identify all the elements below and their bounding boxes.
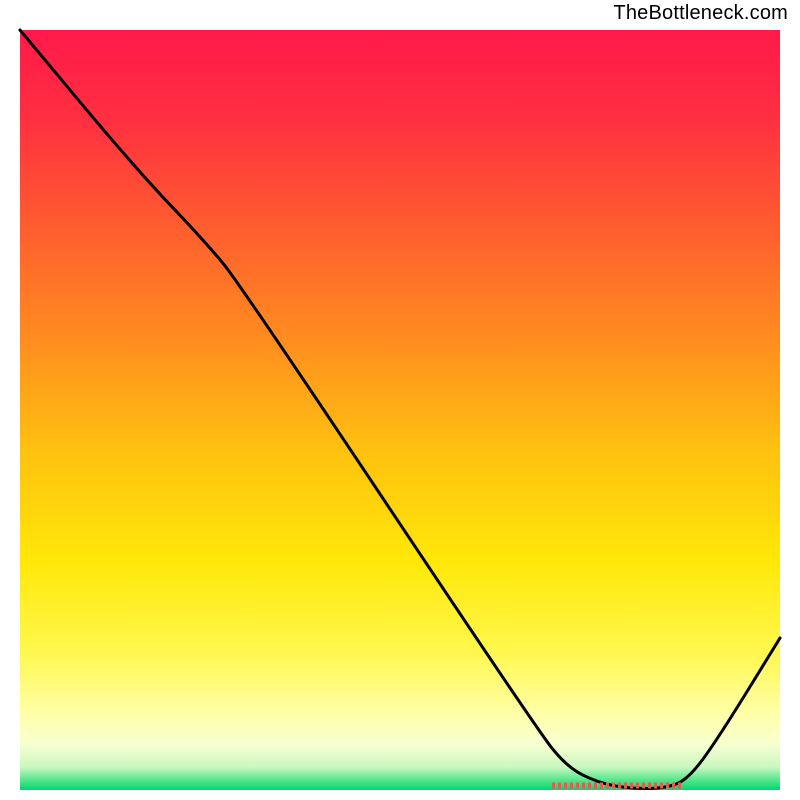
gradient-background bbox=[20, 30, 780, 790]
bottleneck-chart bbox=[0, 0, 800, 800]
attribution-text: TheBottleneck.com bbox=[613, 2, 788, 25]
chart-container: TheBottleneck.com bbox=[0, 0, 800, 800]
